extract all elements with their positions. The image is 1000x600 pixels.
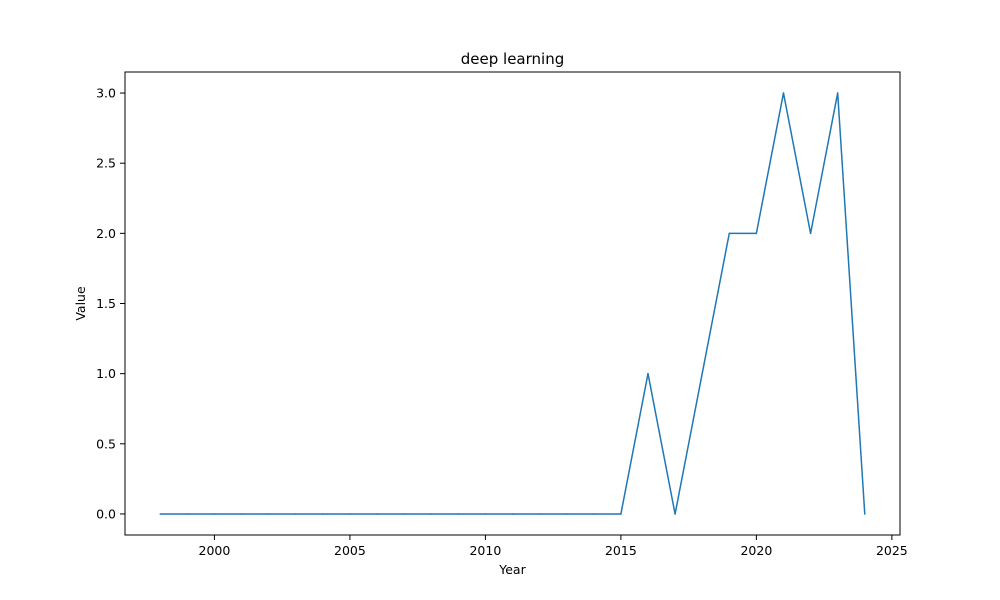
y-tick-label: 0.0: [96, 506, 116, 521]
data-point: [593, 513, 595, 515]
data-point: [701, 372, 703, 375]
data-point: [511, 513, 514, 515]
y-tick-label: 1.0: [96, 366, 116, 381]
data-point: [565, 513, 568, 515]
y-tick-label: 1.5: [96, 296, 116, 311]
data-point: [728, 232, 731, 235]
x-tick-label: 2015: [605, 543, 637, 558]
y-tick-label: 0.5: [96, 436, 116, 451]
x-tick-label: 2000: [199, 543, 231, 558]
x-axis-label: Year: [498, 562, 526, 577]
data-point: [755, 232, 758, 235]
y-tick-label: 3.0: [96, 86, 116, 101]
data-point: [647, 372, 649, 375]
y-axis: 0.0 0.5 1.0 1.5 2.0 2.5 3.0: [96, 86, 125, 521]
data-point: [864, 513, 866, 515]
data-point: [782, 92, 785, 94]
y-axis-label: Value: [73, 286, 88, 321]
data-point: [159, 513, 161, 515]
data-point: [430, 513, 432, 515]
x-tick-label: 2020: [740, 543, 772, 558]
data-point: [294, 513, 297, 515]
data-point: [349, 513, 351, 515]
chart-title: deep learning: [461, 50, 564, 68]
data-point: [267, 513, 270, 515]
data-point: [809, 232, 812, 235]
data-point: [376, 513, 378, 515]
data-point: [213, 513, 216, 515]
data-point: [620, 513, 622, 515]
data-point: [538, 513, 541, 515]
data-point: [457, 513, 460, 515]
y-tick-label: 2.0: [96, 226, 116, 241]
data-point: [322, 513, 324, 515]
x-tick-label: 2005: [334, 543, 366, 558]
data-point: [240, 513, 243, 515]
series-layer: [159, 92, 866, 515]
data-point: [674, 513, 676, 515]
data-point: [403, 513, 405, 515]
x-tick-label: 2025: [876, 543, 908, 558]
y-tick-label: 2.5: [96, 156, 116, 171]
x-axis: 2000 2005 2010 2015 2020 2025: [199, 535, 908, 558]
data-point: [186, 513, 189, 515]
data-point: [836, 92, 839, 94]
data-point: [484, 513, 487, 515]
x-tick-label: 2010: [469, 543, 501, 558]
